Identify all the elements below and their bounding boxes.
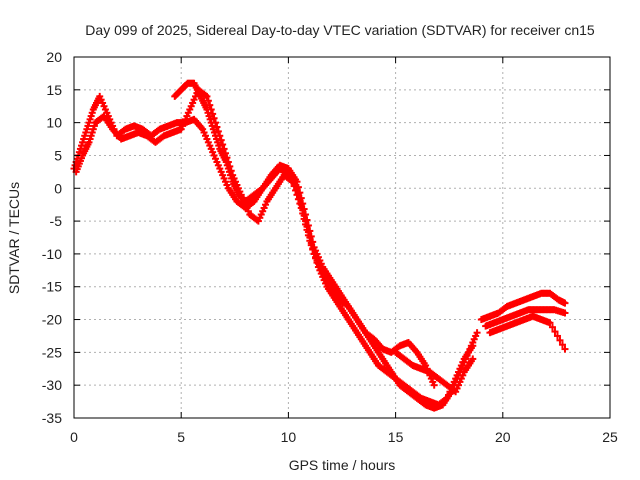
data-point	[302, 211, 310, 219]
data-point-interp	[296, 189, 304, 197]
data-point-interp	[300, 205, 308, 213]
y-tick-label: 15	[46, 82, 62, 98]
data-point-interp	[219, 141, 227, 149]
data-point	[561, 345, 569, 353]
series-track-e	[477, 289, 569, 324]
series-track-b	[72, 86, 477, 409]
data-point	[469, 342, 477, 350]
y-tick-label: -30	[42, 377, 62, 393]
data-point-interp	[309, 238, 317, 246]
data-point-interp	[210, 114, 218, 122]
data-point-interp	[548, 323, 556, 331]
y-tick-label: -15	[42, 279, 62, 295]
y-tick-label: 0	[54, 180, 62, 196]
x-tick-label: 0	[70, 429, 78, 445]
data-point-interp	[213, 123, 221, 131]
y-axis-title: SDTVAR / TECUs	[6, 182, 22, 294]
y-tick-label: 5	[54, 147, 62, 163]
data-point-interp	[553, 332, 561, 340]
data-point-interp	[299, 200, 307, 208]
data-point-interp	[294, 183, 302, 191]
data-point-interp	[297, 194, 305, 202]
y-tick-label: -20	[42, 312, 62, 328]
x-tick-label: 5	[177, 429, 185, 445]
data-point-interp	[214, 127, 222, 135]
series-track-a	[70, 92, 481, 412]
y-tick-label: -35	[42, 410, 62, 426]
data-point-interp	[304, 221, 312, 229]
data-point	[473, 329, 481, 337]
series-track-f	[482, 306, 569, 330]
x-tick-label: 15	[388, 429, 404, 445]
data-point	[546, 319, 554, 327]
series-track-d	[392, 348, 477, 396]
series-track-c	[171, 79, 438, 389]
y-tick-label: 20	[46, 49, 62, 65]
data-point-interp	[290, 182, 298, 190]
chart-title: Day 099 of 2025, Sidereal Day-to-day VTE…	[85, 22, 595, 38]
data-point-interp	[209, 110, 217, 118]
data-point	[561, 309, 569, 317]
data-point-interp	[306, 227, 314, 235]
data-point	[561, 299, 569, 307]
series-track-g	[486, 312, 569, 353]
data-point-interp	[217, 136, 225, 144]
data-point-interp	[551, 328, 559, 336]
data-point	[469, 355, 477, 363]
x-tick-label: 25	[602, 429, 618, 445]
data-layer	[70, 79, 569, 412]
data-point-interp	[558, 341, 566, 349]
data-point	[203, 92, 211, 100]
plot-frame	[73, 56, 611, 419]
data-point-interp	[307, 232, 315, 240]
y-tick-label: 10	[46, 115, 62, 131]
y-tick-label: -5	[50, 213, 63, 229]
grid-layer	[74, 57, 610, 418]
data-point	[293, 178, 301, 186]
data-point	[430, 381, 438, 389]
y-tick-label: -10	[42, 246, 62, 262]
x-tick-label: 10	[281, 429, 297, 445]
axis-layer: 0 5 10 15 20 25 20 15 10 5 0 -5 -10 -15 -20 -25 -30 -35	[42, 49, 618, 445]
x-tick-label: 20	[495, 429, 511, 445]
y-tick-label: -25	[42, 344, 62, 360]
data-point-interp	[303, 216, 311, 224]
data-point-interp	[556, 336, 564, 344]
x-axis-title: GPS time / hours	[289, 457, 396, 473]
